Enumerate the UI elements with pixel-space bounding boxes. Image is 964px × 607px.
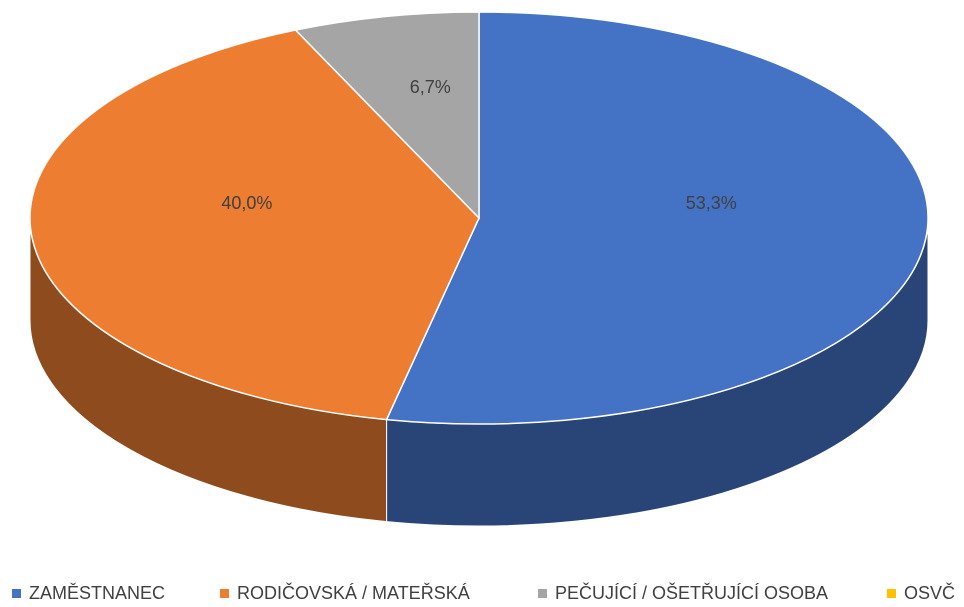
legend-swatch <box>538 589 547 598</box>
legend-label: RODIČOVSKÁ / MATEŘSKÁ <box>237 582 470 603</box>
data-label: 6,7% <box>410 77 451 97</box>
data-label: 40,0% <box>221 193 272 213</box>
pie-slice <box>385 11 929 425</box>
legend-label: ZAMĚSTNANEC <box>29 583 165 603</box>
pie-slice <box>29 29 480 421</box>
pie-slice <box>294 11 480 220</box>
legend-swatch <box>220 589 229 598</box>
legend-label: PEČUJÍCÍ / OŠETŘUJÍCÍ OSOBA <box>555 582 828 603</box>
legend-swatch <box>887 589 896 598</box>
data-label: 53,3% <box>686 193 737 213</box>
legend-swatch <box>12 589 21 598</box>
legend-label: OSVČ <box>904 582 955 603</box>
